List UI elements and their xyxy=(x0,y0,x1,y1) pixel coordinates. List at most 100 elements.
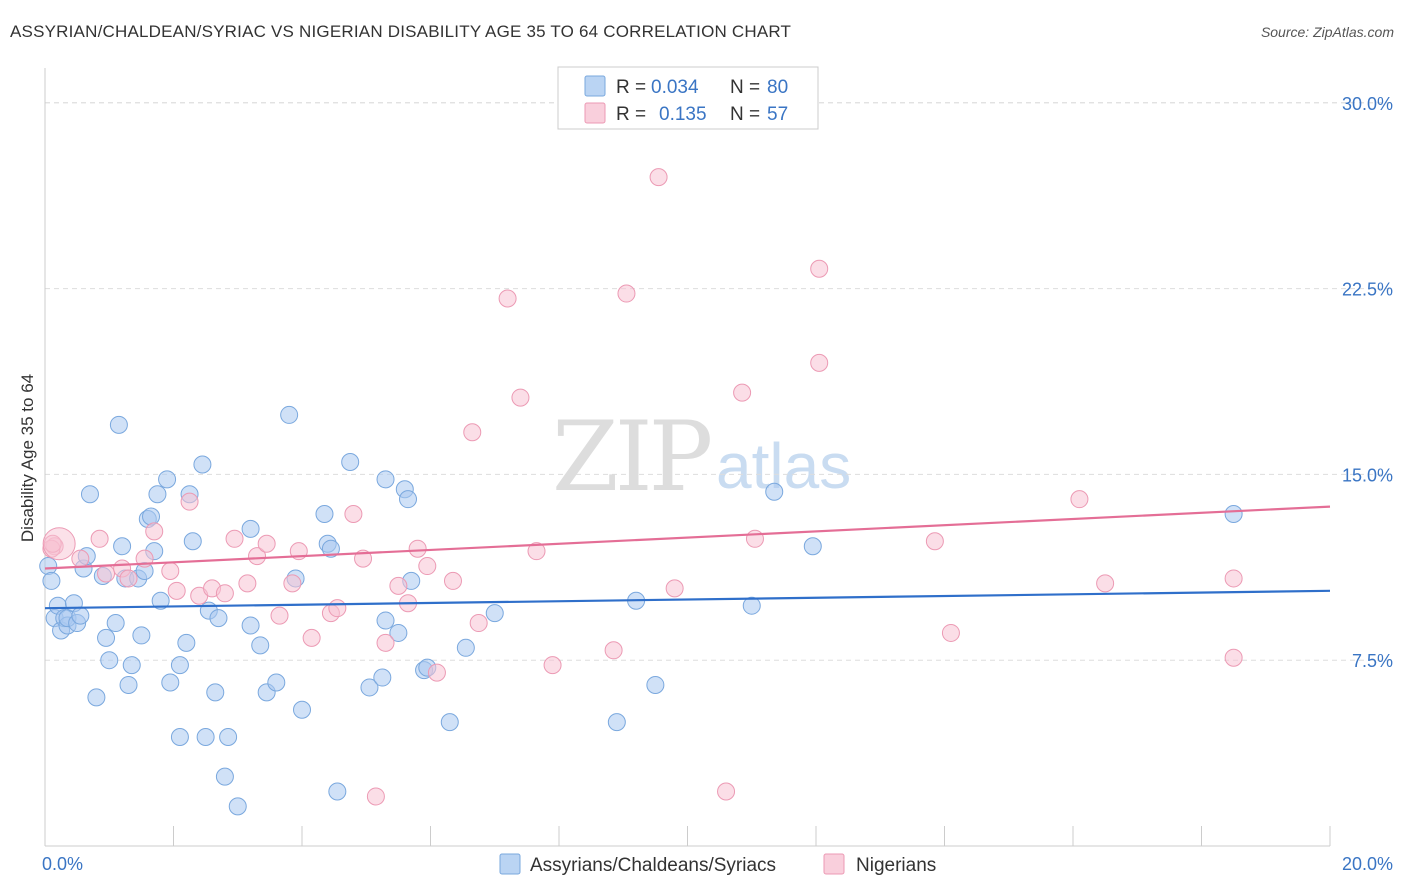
legend-r-value-assyrians: 0.034 xyxy=(651,77,699,98)
point-nigerians-43 xyxy=(665,579,684,598)
point-nigerians-52 xyxy=(1096,574,1115,593)
point-assyrians-39 xyxy=(193,455,212,474)
point-assyrians-0 xyxy=(39,557,58,576)
point-assyrians-62 xyxy=(376,470,395,489)
point-nigerians-41 xyxy=(617,284,636,303)
legend-r-value-nigerians: 0.135 xyxy=(659,104,707,125)
point-nigerians-53 xyxy=(1224,569,1243,588)
trend-line-nigerians xyxy=(44,505,1331,570)
point-nigerians-27 xyxy=(376,633,395,652)
point-assyrians-49 xyxy=(251,636,270,655)
bottom-legend-label-nigerians: Nigerians xyxy=(856,855,936,876)
x-tick-label-0: 0.0% xyxy=(42,854,83,874)
point-nigerians-49 xyxy=(925,532,944,551)
point-assyrians-31 xyxy=(151,591,170,610)
point-nigerians-34 xyxy=(463,423,482,442)
point-nigerians-50 xyxy=(941,623,960,642)
source-label: Source: ZipAtlas.com xyxy=(1260,24,1394,40)
point-assyrians-34 xyxy=(170,727,189,746)
point-nigerians-21 xyxy=(302,628,321,647)
point-assyrians-14 xyxy=(87,688,106,707)
point-assyrians-13 xyxy=(80,485,99,504)
point-assyrians-25 xyxy=(132,626,151,645)
point-assyrians-54 xyxy=(293,700,311,719)
point-assyrians-28 xyxy=(142,507,161,526)
point-assyrians-19 xyxy=(109,415,128,434)
point-nigerians-19 xyxy=(283,574,302,593)
trend-line-assyrians xyxy=(44,589,1331,610)
point-nigerians-42 xyxy=(649,168,668,187)
legend-swatch-assyrians xyxy=(584,75,606,97)
point-nigerians-13 xyxy=(215,584,234,603)
bottom-legend-swatch-assyrians xyxy=(499,853,521,875)
legend-r-label-nigerians: R = xyxy=(616,104,646,125)
point-nigerians-38 xyxy=(527,542,546,561)
x-tick-labels: 0.0% 20.0% xyxy=(42,854,1393,874)
point-nigerians-28 xyxy=(389,576,408,595)
watermark-atlas: atlas xyxy=(716,430,851,502)
point-nigerians-33 xyxy=(443,571,462,590)
trend-lines xyxy=(44,505,1331,610)
point-assyrians-72 xyxy=(485,604,504,623)
point-nigerians-36 xyxy=(498,289,517,308)
point-assyrians-63 xyxy=(376,611,395,630)
point-nigerians-2 xyxy=(90,529,109,548)
point-nigerians-cluster xyxy=(42,527,76,561)
point-nigerians-17 xyxy=(257,534,276,553)
point-assyrians-78 xyxy=(803,537,822,556)
point-assyrians-55 xyxy=(315,505,334,524)
legend-n-value-nigerians: 57 xyxy=(767,104,788,125)
point-nigerians-31 xyxy=(418,557,437,576)
point-nigerians-46 xyxy=(745,529,764,548)
point-nigerians-37 xyxy=(511,388,530,407)
point-nigerians-45 xyxy=(733,383,752,402)
point-assyrians-17 xyxy=(100,651,119,670)
legend-n-label-assyrians: N = xyxy=(730,77,760,98)
point-assyrians-22 xyxy=(119,675,138,694)
point-nigerians-1 xyxy=(71,549,90,568)
point-assyrians-30 xyxy=(148,485,167,504)
point-assyrians-71 xyxy=(456,638,475,657)
point-nigerians-32 xyxy=(427,663,446,682)
point-nigerians-30 xyxy=(408,539,427,558)
x-tick-label-1: 20.0% xyxy=(1342,854,1393,874)
point-assyrians-44 xyxy=(215,767,234,786)
point-nigerians-54 xyxy=(1224,648,1243,667)
chart-title: ASSYRIAN/CHALDEAN/SYRIAC VS NIGERIAN DIS… xyxy=(10,22,792,41)
point-nigerians-23 xyxy=(328,599,347,618)
point-nigerians-9 xyxy=(167,581,186,600)
point-nigerians-26 xyxy=(366,787,385,806)
y-tick-label-3: 30.0% xyxy=(1342,94,1393,114)
point-assyrians-18 xyxy=(106,614,125,633)
point-nigerians-48 xyxy=(810,353,829,372)
point-nigerians-51 xyxy=(1070,490,1089,509)
y-tick-label-2: 22.5% xyxy=(1342,280,1393,300)
point-nigerians-8 xyxy=(161,562,180,581)
point-assyrians-40 xyxy=(196,727,215,746)
point-assyrians-57 xyxy=(321,539,340,558)
legend-n-value-assyrians: 80 xyxy=(767,77,788,98)
point-nigerians-15 xyxy=(238,574,257,593)
point-assyrians-46 xyxy=(228,797,247,816)
y-axis-title: Disability Age 35 to 64 xyxy=(18,374,37,542)
point-nigerians-18 xyxy=(270,606,289,625)
point-assyrians-64 xyxy=(389,623,408,642)
point-nigerians-16 xyxy=(248,547,267,566)
point-nigerians-40 xyxy=(604,641,623,660)
series-assyrians-points xyxy=(39,405,1243,816)
point-assyrians-61 xyxy=(373,668,392,687)
point-assyrians-48 xyxy=(241,519,260,538)
point-assyrians-75 xyxy=(646,675,665,694)
watermark-zip: ZIP xyxy=(552,401,711,513)
point-nigerians-44 xyxy=(717,782,736,801)
point-assyrians-32 xyxy=(158,470,177,489)
point-assyrians-10 xyxy=(71,606,90,625)
watermark: ZIP atlas xyxy=(552,401,851,513)
y-tick-label-0: 7.5% xyxy=(1352,651,1393,671)
point-assyrians-33 xyxy=(161,673,180,692)
point-assyrians-16 xyxy=(97,628,116,647)
point-assyrians-45 xyxy=(219,727,238,746)
point-nigerians-3 xyxy=(97,564,116,583)
point-nigerians-10 xyxy=(180,492,199,511)
